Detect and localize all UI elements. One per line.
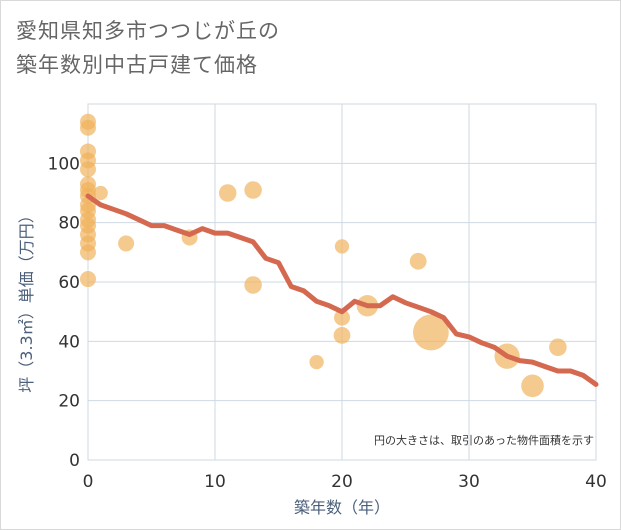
y-tick-label: 60 (58, 273, 80, 293)
y-tick-label: 100 (48, 154, 80, 174)
data-bubble (218, 184, 237, 202)
data-bubble (521, 374, 544, 398)
x-axis-label: 築年数（年） (294, 498, 390, 517)
data-bubble (333, 327, 351, 344)
y-tick-label: 40 (58, 332, 80, 352)
axes: 0 10 20 30 40 0 20 40 60 80 100 (48, 154, 607, 492)
y-tick-label: 0 (69, 451, 80, 471)
data-bubble (118, 235, 135, 252)
y-tick-label: 80 (58, 214, 80, 234)
data-bubble (80, 161, 96, 178)
bubbles (80, 113, 567, 398)
bubble-size-note: 円の大きさは、取引のあった物件面積を示す (374, 433, 594, 447)
data-bubble (334, 239, 350, 254)
data-bubble (244, 181, 262, 199)
grid-lines (87, 103, 597, 461)
data-bubble (80, 119, 96, 136)
y-axis-label: 坪（3.3㎡）単価（万円） (17, 207, 36, 392)
trend-line (85, 193, 599, 387)
data-bubble (309, 354, 324, 370)
chart-title: 愛知県知多市つつじが丘の 築年数別中古戸建て価格 (16, 14, 280, 82)
data-bubble (549, 338, 567, 357)
x-tick-label: 40 (585, 472, 607, 492)
data-bubble (80, 244, 96, 261)
x-tick-label: 20 (331, 472, 353, 492)
data-bubble (413, 314, 449, 351)
x-tick-label: 0 (83, 472, 94, 492)
data-bubble (334, 309, 350, 326)
data-bubble (93, 185, 108, 201)
x-tick-label: 30 (458, 472, 480, 492)
chart-title-line1: 愛知県知多市つつじが丘の (16, 19, 280, 43)
chart-title-line2: 築年数別中古戸建て価格 (16, 53, 258, 77)
data-bubble (409, 252, 427, 270)
data-bubble (244, 276, 262, 294)
x-tick-label: 10 (204, 472, 226, 492)
data-bubble (80, 271, 96, 288)
y-tick-label: 20 (58, 392, 80, 412)
trend-line-group (85, 193, 599, 387)
